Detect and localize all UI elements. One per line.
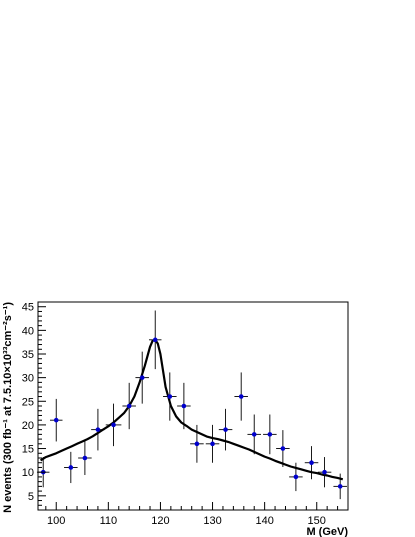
data-marker — [95, 427, 101, 432]
data-point — [163, 372, 177, 421]
x-tick-label: 150 — [308, 515, 326, 527]
data-marker — [139, 375, 145, 380]
data-marker — [152, 337, 158, 343]
y-tick-label: 5 — [28, 491, 34, 503]
data-marker — [267, 432, 273, 437]
data-point — [317, 457, 332, 488]
data-marker — [322, 469, 327, 475]
data-point — [122, 382, 136, 430]
y-tick-label: 20 — [22, 420, 34, 432]
data-marker — [223, 427, 228, 432]
data-marker — [68, 465, 74, 470]
x-axis-label: M (GeV) — [306, 526, 348, 537]
y-tick-label: 30 — [22, 373, 34, 385]
data-point — [49, 398, 63, 442]
data-point — [263, 414, 277, 455]
y-tick-label: 15 — [22, 444, 34, 456]
x-tick-label: 140 — [255, 515, 273, 527]
data-point — [177, 382, 191, 430]
data-marker — [251, 432, 257, 437]
x-tick-label: 100 — [47, 515, 65, 527]
x-tick-label: 120 — [151, 515, 169, 527]
data-point — [304, 446, 319, 480]
plot-area: 100 110 120 130 140 150 5 10 15 20 25 30 35 40 45 — [22, 301, 349, 527]
data-marker — [337, 484, 343, 489]
data-point — [91, 408, 105, 451]
data-point — [78, 440, 92, 476]
y-tick-label: 40 — [22, 325, 34, 337]
data-marker — [111, 422, 116, 428]
data-marker — [280, 446, 286, 451]
data-marker — [82, 455, 88, 461]
data-marker — [210, 441, 215, 447]
data-marker — [167, 394, 173, 399]
data-points-layer — [36, 310, 347, 500]
y-tick-label: 35 — [22, 349, 34, 361]
data-point — [333, 473, 347, 500]
data-point — [234, 372, 248, 421]
data-marker — [181, 403, 187, 409]
data-point — [64, 451, 78, 484]
data-marker — [194, 441, 200, 447]
data-point — [247, 414, 261, 455]
data-marker — [309, 460, 314, 466]
y-tick-label: 25 — [22, 396, 34, 408]
data-marker — [126, 403, 132, 409]
data-marker — [293, 474, 299, 480]
data-point — [135, 351, 149, 404]
data-marker — [53, 417, 59, 423]
x-tick-label: 130 — [203, 515, 221, 527]
data-point — [276, 430, 290, 467]
data-point — [148, 310, 162, 370]
x-tick-label: 110 — [100, 515, 118, 527]
data-point — [105, 403, 122, 447]
y-tick-label: 10 — [22, 467, 34, 479]
x-axis: 100 110 120 130 140 150 — [45, 502, 349, 527]
y-tick-label: 45 — [22, 302, 34, 314]
data-point — [205, 424, 220, 463]
data-marker — [238, 394, 244, 399]
data-point — [289, 462, 303, 492]
data-point — [190, 424, 204, 463]
y-axis: 5 10 15 20 25 30 35 40 45 — [22, 302, 46, 506]
y-axis-label: N events (300 fb⁻¹ at 7.5.10×10³³cm⁻²s⁻¹… — [2, 302, 14, 513]
data-point — [218, 408, 233, 451]
